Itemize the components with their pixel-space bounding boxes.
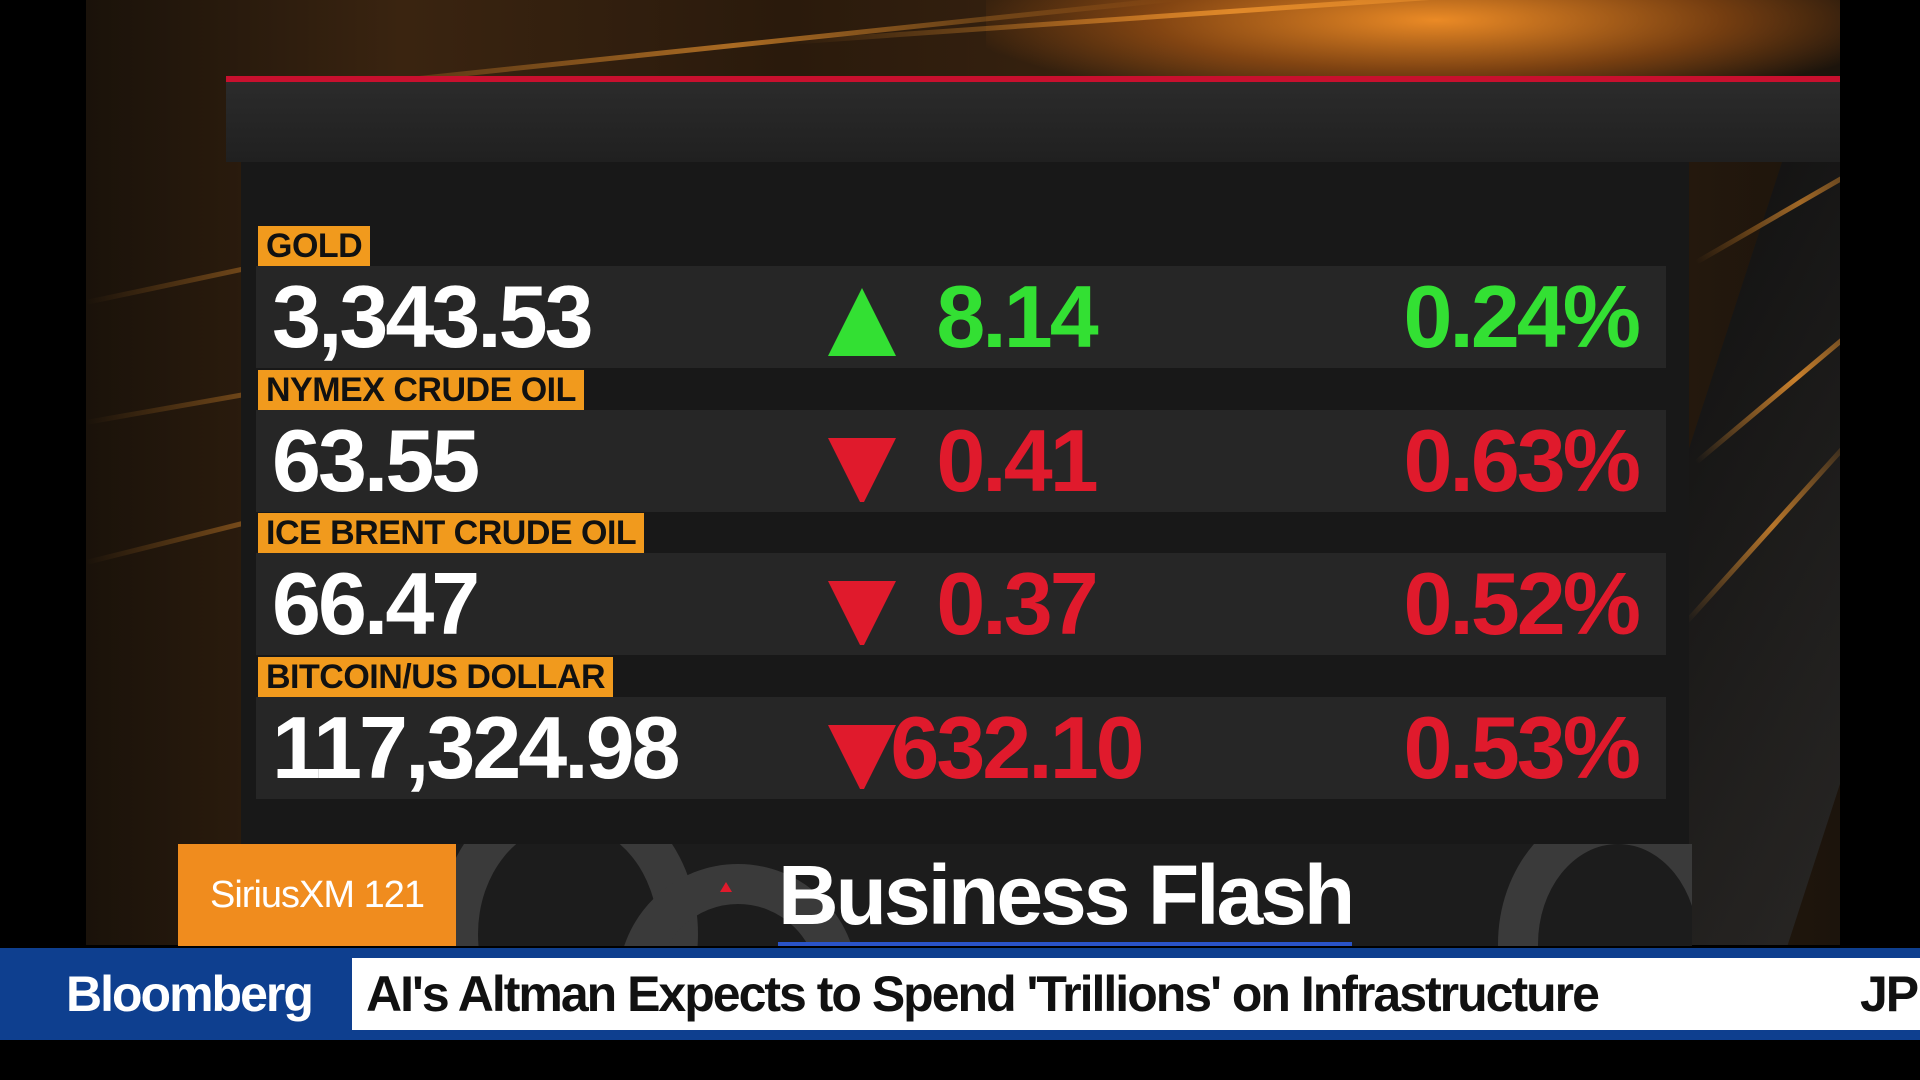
brand-logo: Bloomberg bbox=[66, 966, 314, 1022]
ticker-headline: AI's Altman Expects to Spend 'Trillions'… bbox=[366, 966, 1600, 1022]
quote-change: 632.10 bbox=[890, 698, 1144, 797]
triangle-up-icon bbox=[828, 288, 896, 356]
header-panel bbox=[226, 76, 1840, 162]
background-swirl bbox=[1498, 844, 1692, 946]
quote-percent: 0.63% bbox=[1403, 411, 1641, 510]
quote-label-bitcoin-us-dollar: BITCOIN/US DOLLAR bbox=[258, 657, 614, 697]
quote-price: 63.55 bbox=[272, 411, 480, 510]
quote-row-ice-brent-crude-oil: 66.47 0.37 0.52% bbox=[256, 553, 1666, 655]
show-title: Business Flash bbox=[778, 848, 1355, 946]
quote-percent: 0.53% bbox=[1403, 698, 1641, 797]
quote-change: 8.14 bbox=[936, 267, 1098, 366]
quote-label-ice-brent-crude-oil: ICE BRENT CRUDE OIL bbox=[258, 513, 645, 553]
triangle-down-icon bbox=[828, 725, 896, 789]
triangle-down-icon bbox=[828, 438, 896, 502]
quote-price: 3,343.53 bbox=[272, 267, 594, 366]
channel-badge: SiriusXM 121 bbox=[178, 844, 456, 946]
news-ticker-bar: Bloomberg AI's Altman Expects to Spend '… bbox=[0, 948, 1920, 1040]
ticker-next-headline: JP bbox=[1860, 966, 1919, 1022]
quote-change: 0.37 bbox=[936, 554, 1098, 653]
quote-label-nymex-crude-oil: NYMEX CRUDE OIL bbox=[258, 370, 584, 410]
quote-price: 66.47 bbox=[272, 554, 480, 653]
quote-percent: 0.52% bbox=[1403, 554, 1641, 653]
quote-price: 117,324.98 bbox=[272, 698, 681, 797]
quote-label-gold: GOLD bbox=[258, 226, 371, 266]
triangle-down-icon bbox=[828, 581, 896, 645]
quote-percent: 0.24% bbox=[1403, 267, 1641, 366]
quote-change: 0.41 bbox=[936, 411, 1098, 510]
ticker-headline-box: AI's Altman Expects to Spend 'Trillions'… bbox=[352, 958, 1920, 1030]
quote-row-gold: 3,343.53 8.14 0.24% bbox=[256, 266, 1666, 368]
quote-row-nymex-crude-oil: 63.55 0.41 0.63% bbox=[256, 410, 1666, 512]
quote-row-bitcoin-us-dollar: 117,324.98 632.10 0.53% bbox=[256, 697, 1666, 799]
small-triangle-icon bbox=[720, 882, 732, 892]
